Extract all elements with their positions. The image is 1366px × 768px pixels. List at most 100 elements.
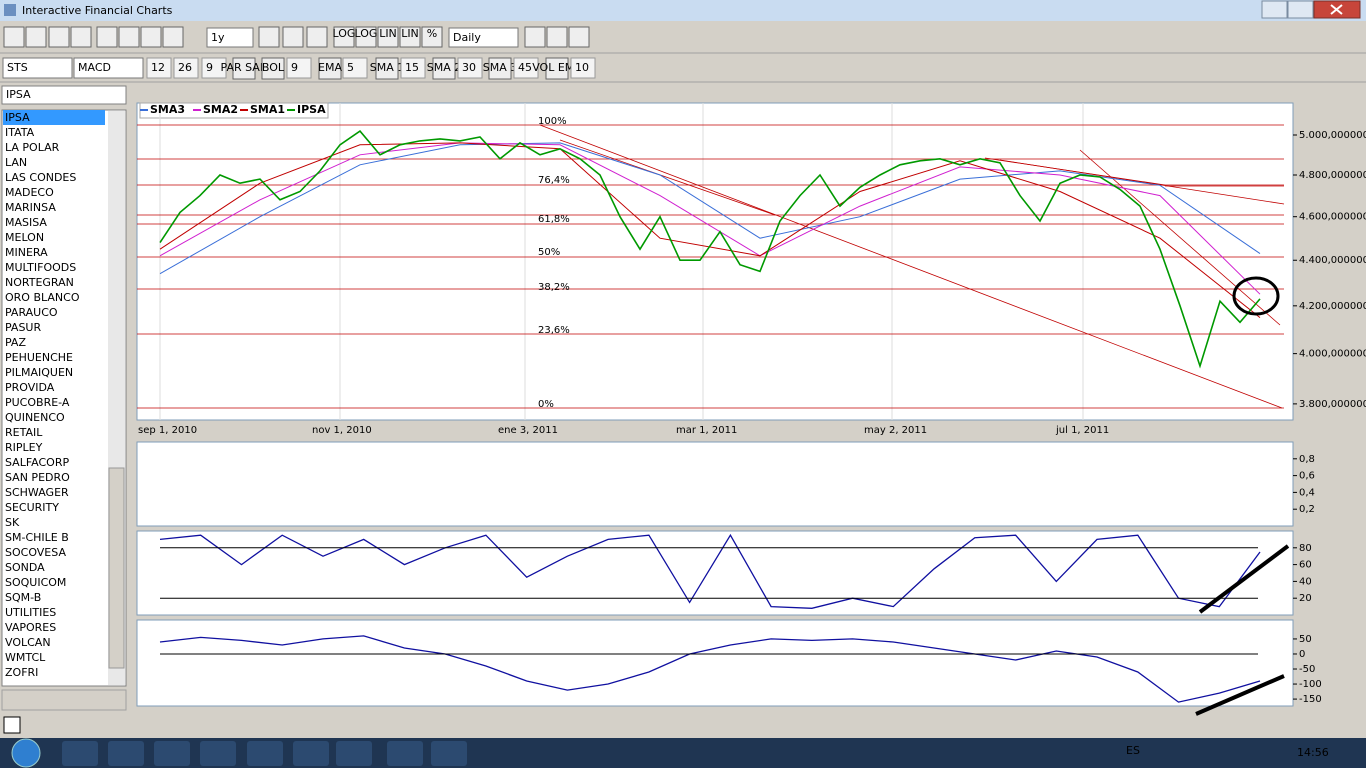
- ticker-item[interactable]: SCHWAGER: [5, 486, 69, 499]
- ticker-item[interactable]: MASISA: [5, 216, 47, 229]
- main-chart-panel: [136, 102, 1294, 421]
- ticker-item[interactable]: PEHUENCHE: [5, 351, 73, 364]
- tool-button[interactable]: [524, 26, 546, 48]
- ticker-item[interactable]: SM-CHILE B: [5, 531, 69, 544]
- scale-button[interactable]: [377, 26, 399, 48]
- ticker-item[interactable]: SONDA: [5, 561, 45, 574]
- tool-button[interactable]: [96, 26, 118, 48]
- ticker-item[interactable]: PAZ: [5, 336, 26, 349]
- symbol-box[interactable]: [1, 85, 127, 105]
- ticker-item[interactable]: SAN PEDRO: [5, 471, 70, 484]
- ticker-item[interactable]: RIPLEY: [5, 441, 43, 454]
- ticker-item[interactable]: ORO BLANCO: [5, 291, 80, 304]
- taskbar-app[interactable]: [247, 741, 283, 766]
- indicator-button-label: VOL EMA: [532, 61, 582, 74]
- param-field[interactable]: [570, 57, 596, 79]
- tool-button[interactable]: [48, 26, 70, 48]
- ticker-item[interactable]: MINERA: [5, 246, 48, 259]
- ticker-item[interactable]: NORTEGRAN: [5, 276, 74, 289]
- select[interactable]: [73, 57, 144, 79]
- ticker-item[interactable]: SK: [5, 516, 20, 529]
- ticker-item[interactable]: MARINSA: [5, 201, 56, 214]
- ticker-item[interactable]: LAS CONDES: [5, 171, 76, 184]
- ticker-item[interactable]: PASUR: [5, 321, 41, 334]
- taskbar-app[interactable]: [431, 741, 467, 766]
- y-tick-label: 20: [1299, 593, 1312, 604]
- indicator-button[interactable]: [261, 57, 285, 80]
- start-button[interactable]: [11, 738, 41, 768]
- param-field[interactable]: [201, 57, 227, 79]
- scale-button[interactable]: [421, 26, 443, 48]
- ticker-item[interactable]: VOLCAN: [5, 636, 51, 649]
- ticker-item[interactable]: ZOFRI: [5, 666, 38, 679]
- ticker-item[interactable]: UTILITIES: [5, 606, 56, 619]
- tool-button[interactable]: [162, 26, 184, 48]
- tool-button[interactable]: [70, 26, 92, 48]
- ticker-item[interactable]: PROVIDA: [5, 381, 55, 394]
- taskbar-app[interactable]: [336, 741, 372, 766]
- ticker-item[interactable]: SOQUICOM: [5, 576, 66, 589]
- indicator-button[interactable]: [488, 57, 512, 80]
- ticker-item[interactable]: SOCOVESA: [5, 546, 66, 559]
- ticker-item[interactable]: MULTIFOODS: [5, 261, 76, 274]
- tool-button[interactable]: [282, 26, 304, 48]
- ticker-item[interactable]: IPSA: [5, 111, 30, 124]
- tool-button[interactable]: [118, 26, 140, 48]
- taskbar-app[interactable]: [200, 741, 236, 766]
- select[interactable]: [2, 57, 73, 79]
- indicator-button-label: SMA 2: [427, 61, 462, 74]
- ticker-item[interactable]: ITATA: [5, 126, 35, 139]
- select-value: STS: [7, 61, 28, 74]
- scale-button[interactable]: [399, 26, 421, 48]
- param-field[interactable]: [286, 57, 312, 79]
- ticker-item[interactable]: SQM-B: [5, 591, 41, 604]
- param-field[interactable]: [146, 57, 172, 79]
- ticker-item[interactable]: PILMAIQUEN: [5, 366, 73, 379]
- ticker-item[interactable]: WMTCL: [5, 651, 46, 664]
- indicator-button[interactable]: [545, 57, 569, 80]
- tool-button[interactable]: [3, 26, 25, 48]
- minimize-button[interactable]: [1261, 0, 1288, 19]
- tool-button[interactable]: [25, 26, 47, 48]
- taskbar-app[interactable]: [293, 741, 329, 766]
- ticker-item[interactable]: SECURITY: [5, 501, 59, 514]
- scale-button[interactable]: [333, 26, 355, 48]
- taskbar-app[interactable]: [108, 741, 144, 766]
- param-value: 9: [291, 61, 298, 74]
- indicator-button[interactable]: [375, 57, 399, 80]
- param-field[interactable]: [457, 57, 483, 79]
- taskbar-app[interactable]: [387, 741, 423, 766]
- tool-button[interactable]: [140, 26, 162, 48]
- ticker-item[interactable]: PARAUCO: [5, 306, 58, 319]
- ticker-item[interactable]: LAN: [5, 156, 27, 169]
- param-field[interactable]: [400, 57, 426, 79]
- interval-select[interactable]: [448, 27, 519, 48]
- scale-button[interactable]: [355, 26, 377, 48]
- ticker-item[interactable]: PUCOBRE-A: [5, 396, 70, 409]
- ticker-item[interactable]: MELON: [5, 231, 44, 244]
- ticker-item[interactable]: MADECO: [5, 186, 54, 199]
- taskbar-app[interactable]: [62, 741, 98, 766]
- ticker-item[interactable]: RETAIL: [5, 426, 43, 439]
- keyboard-language: ES: [1126, 744, 1140, 757]
- param-field[interactable]: [513, 57, 539, 79]
- indicator-button[interactable]: [432, 57, 456, 80]
- tool-button[interactable]: [546, 26, 568, 48]
- tool-button[interactable]: [306, 26, 328, 48]
- maximize-button[interactable]: [1287, 0, 1314, 19]
- period-select[interactable]: [206, 27, 254, 48]
- tool-button[interactable]: [568, 26, 590, 48]
- taskbar-app[interactable]: [154, 741, 190, 766]
- ticker-item[interactable]: VAPORES: [5, 621, 56, 634]
- fib-label: 23,6%: [538, 325, 570, 336]
- indicator-button[interactable]: [318, 57, 342, 80]
- scroll-thumb[interactable]: [108, 467, 125, 669]
- indicator-button[interactable]: [232, 57, 256, 80]
- ticker-item[interactable]: QUINENCO: [5, 411, 65, 424]
- param-field[interactable]: [173, 57, 199, 79]
- ticker-item[interactable]: SALFACORP: [5, 456, 69, 469]
- status-icon[interactable]: [3, 716, 21, 734]
- ticker-item[interactable]: LA POLAR: [5, 141, 60, 154]
- param-field[interactable]: [342, 57, 368, 79]
- tool-button[interactable]: [258, 26, 280, 48]
